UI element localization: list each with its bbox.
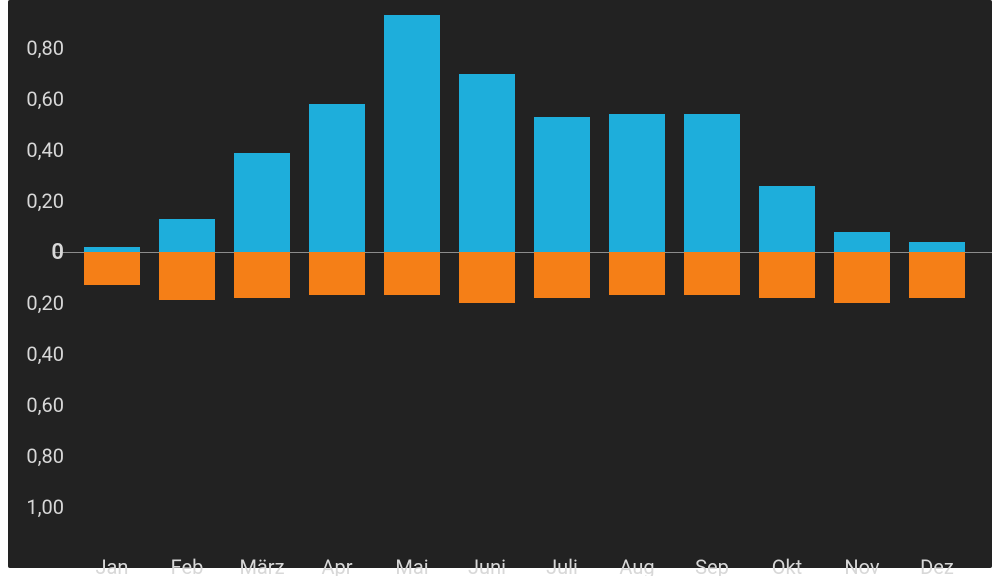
x-tick-label: Dez [902, 555, 972, 576]
y-tick-label: 0 [8, 240, 64, 265]
bar-positive [834, 232, 890, 252]
bar-negative [384, 252, 440, 295]
x-tick-label: Aug [602, 555, 672, 576]
bar-positive [459, 74, 515, 253]
bar-positive [609, 114, 665, 252]
y-tick-label: 0,60 [8, 393, 64, 417]
bar-positive [534, 117, 590, 252]
x-tick-label: März [227, 555, 297, 576]
bar-positive [909, 242, 965, 252]
bar-positive [309, 104, 365, 252]
bar-negative [459, 252, 515, 303]
bar-negative [609, 252, 665, 295]
page-root: 0,80 0,60 0,40 0,20 0 0,20 0,40 0,60 0,80 1,00 Jan… [0, 0, 1000, 576]
x-tick-label: Juli [527, 555, 597, 576]
bar-negative [159, 252, 215, 300]
bar-positive [759, 186, 815, 252]
y-tick-label: 0,80 [8, 444, 64, 468]
y-tick-label: 0,40 [8, 342, 64, 366]
bar-negative [309, 252, 365, 295]
bar-positive [159, 219, 215, 252]
x-tick-label: Apr [302, 555, 372, 576]
x-tick-label: Mai [377, 555, 447, 576]
y-tick-label: 0,20 [8, 291, 64, 315]
x-tick-label: Sep [677, 555, 747, 576]
bar-positive [684, 114, 740, 252]
y-tick-label: 0,40 [8, 138, 64, 162]
bar-positive [234, 153, 290, 252]
bar-negative [759, 252, 815, 298]
bar-negative [684, 252, 740, 295]
bar-negative [834, 252, 890, 303]
y-tick-label: 1,00 [8, 495, 64, 519]
bar-negative [84, 252, 140, 285]
x-tick-label: Okt [752, 555, 822, 576]
chart-panel: 0,800,600,400,2000,200,400,600,801,00Jan… [8, 0, 992, 568]
bar-negative [534, 252, 590, 298]
bar-negative [234, 252, 290, 298]
y-tick-label: 0,60 [8, 87, 64, 111]
x-tick-label: Juni [452, 555, 522, 576]
y-tick-label: 0,80 [8, 36, 64, 60]
bar-negative [909, 252, 965, 298]
bar-positive [384, 15, 440, 252]
y-tick-label: 0,20 [8, 189, 64, 213]
bar-chart: 0,800,600,400,2000,200,400,600,801,00Jan… [8, 0, 992, 568]
x-tick-label: Nov [827, 555, 897, 576]
x-tick-label: Jan [77, 555, 147, 576]
x-tick-label: Feb [152, 555, 222, 576]
